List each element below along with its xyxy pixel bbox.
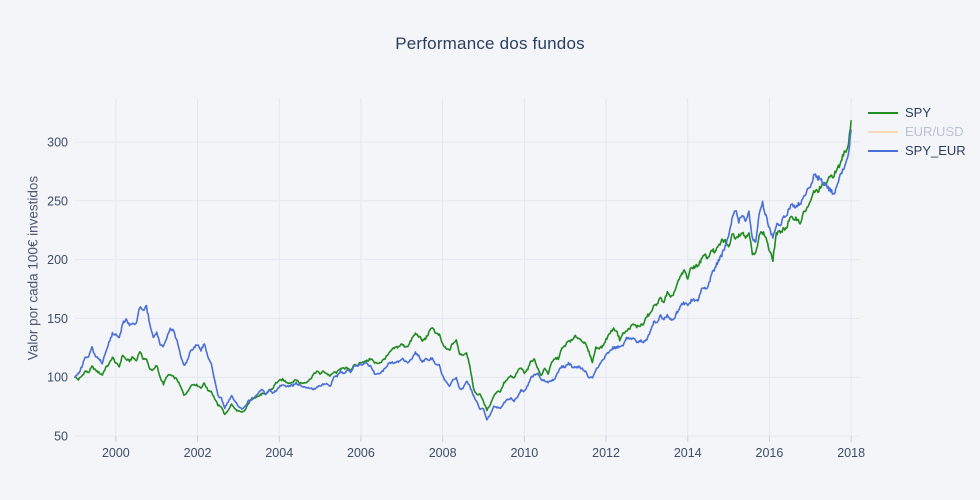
y-tick-label: 100 — [47, 371, 68, 385]
x-tick-label: 2016 — [756, 446, 784, 460]
x-tick-label: 2010 — [510, 446, 538, 460]
legend: SPY EUR/USD SPY_EUR — [868, 103, 966, 160]
y-tick-label: 250 — [47, 194, 68, 208]
y-tick-label: 50 — [54, 430, 68, 444]
legend-label-spy-eur: SPY_EUR — [905, 143, 966, 158]
legend-label-spy: SPY — [905, 105, 932, 120]
legend-item-eur-usd[interactable]: EUR/USD — [868, 122, 966, 141]
y-tick-label: 150 — [47, 312, 68, 326]
y-tick-label: 300 — [47, 136, 68, 150]
series-line-spy — [74, 120, 852, 416]
x-tick-label: 2014 — [674, 446, 702, 460]
chart-title: Performance dos fundos — [395, 34, 585, 53]
legend-label-eur-usd: EUR/USD — [905, 124, 964, 139]
plot-area[interactable] — [75, 98, 860, 436]
x-tick-label: 2000 — [102, 446, 130, 460]
legend-swatch-spy — [868, 111, 898, 114]
series-layer — [74, 120, 852, 421]
x-tick-label: 2006 — [347, 446, 375, 460]
x-tick-label: 2018 — [837, 446, 865, 460]
legend-item-spy-eur[interactable]: SPY_EUR — [868, 141, 966, 160]
x-tick-label: 2004 — [265, 446, 293, 460]
x-tick-label: 2008 — [429, 446, 457, 460]
y-tick-label: 200 — [47, 253, 68, 267]
legend-item-spy[interactable]: SPY — [868, 103, 966, 122]
series-line-spy-eur — [74, 129, 852, 421]
x-tick-label: 2002 — [184, 446, 212, 460]
x-tick-label: 2012 — [592, 446, 620, 460]
legend-swatch-eur-usd — [868, 130, 898, 133]
legend-swatch-spy-eur — [868, 149, 898, 152]
tick-layer: 50 100 150 200 250 300 2000 2002 2004 2006 2008 201… — [47, 136, 865, 461]
